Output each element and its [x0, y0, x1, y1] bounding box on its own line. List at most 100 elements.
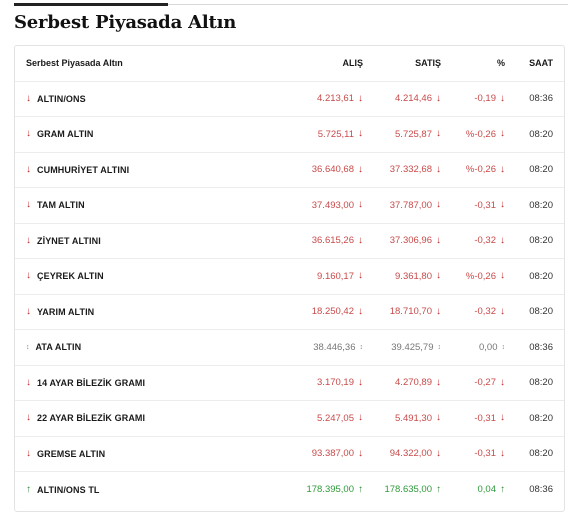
table-row[interactable]: ↓ YARIM ALTIN 18.250,42 ↓ 18.710,70 ↓ -0,32 ↓ 08…	[15, 295, 564, 330]
arrow-down-icon: ↓	[500, 199, 505, 211]
table-row[interactable]: ↓ CUMHURİYET ALTINI 36.640,68 ↓ 37.332,68 ↓ %-…	[15, 153, 564, 188]
satis-value: 18.710,70	[389, 306, 432, 318]
instrument-name: ALTIN/ONS TL	[37, 484, 100, 495]
arrow-flat-icon: ↕	[437, 343, 442, 351]
alis-value: 38.446,36	[313, 341, 356, 353]
table-row[interactable]: ↕ ATA ALTIN 38.446,36 ↕ 39.425,79 ↕ 0,00 ↕ 08:36	[15, 330, 564, 366]
row-name-cell[interactable]: ↕ ATA ALTIN	[26, 330, 81, 365]
table-row[interactable]: ↑ ALTIN/ONS TL 178.395,00 ↑ 178.635,00 ↑ 0,04 ↑…	[15, 472, 564, 508]
arrow-down-icon: ↓	[358, 270, 363, 282]
row-alis-cell: 5.247,05 ↓	[317, 401, 363, 436]
satis-value: 5.725,87	[395, 128, 432, 140]
row-pct-cell: -0,32 ↓	[474, 295, 505, 330]
arrow-down-icon: ↓	[358, 376, 363, 388]
row-saat-cell: 08:20	[529, 437, 553, 472]
arrow-up-icon: ↑	[358, 483, 363, 495]
arrow-down-icon: ↓	[26, 447, 31, 459]
instrument-name: CUMHURİYET ALTINI	[37, 164, 130, 175]
pct-value: -0,32	[474, 306, 496, 318]
arrow-down-icon: ↓	[358, 234, 363, 246]
pct-value: -0,31	[474, 448, 496, 460]
gold-price-table: Serbest Piyasada Altın ALIŞ SATIŞ % SAAT…	[14, 45, 565, 512]
satis-value: 5.491,30	[395, 412, 432, 424]
table-row[interactable]: ↓ 22 AYAR BİLEZİK GRAMI 5.247,05 ↓ 5.491,30 ↓…	[15, 401, 564, 437]
table-row[interactable]: ↓ 14 AYAR BİLEZİK GRAMI 3.170,19 ↓ 4.270,89 ↓…	[15, 366, 564, 401]
row-pct-cell: 0,00 ↕	[479, 330, 505, 365]
alis-value: 178.395,00	[306, 484, 354, 496]
row-alis-cell: 178.395,00 ↑	[306, 472, 363, 508]
arrow-down-icon: ↓	[436, 270, 441, 282]
time-value: 08:20	[529, 235, 553, 247]
row-name-cell[interactable]: ↓ 14 AYAR BİLEZİK GRAMI	[26, 366, 145, 401]
arrow-down-icon: ↓	[436, 199, 441, 211]
arrow-flat-icon: ↕	[501, 343, 506, 351]
row-name-cell[interactable]: ↓ ÇEYREK ALTIN	[26, 259, 104, 294]
row-alis-cell: 37.493,00 ↓	[312, 188, 363, 223]
row-name-cell[interactable]: ↓ TAM ALTIN	[26, 188, 85, 223]
arrow-down-icon: ↓	[26, 234, 31, 246]
pct-value: -0,31	[474, 199, 496, 211]
satis-value: 37.306,96	[389, 235, 432, 247]
row-name-cell[interactable]: ↓ ALTIN/ONS	[26, 82, 86, 117]
page-title: Serbest Piyasada Altın	[14, 12, 237, 33]
row-alis-cell: 93.387,00 ↓	[312, 437, 363, 472]
row-alis-cell: 9.160,17 ↓	[317, 259, 363, 294]
row-alis-cell: 5.725,11 ↓	[318, 117, 363, 152]
table-row[interactable]: ↓ ALTIN/ONS 4.213,61 ↓ 4.214,46 ↓ -0,19 ↓ 08:36	[15, 82, 564, 117]
table-row[interactable]: ↓ ZİYNET ALTINI 36.615,26 ↓ 37.306,96 ↓ -0,32 ↓…	[15, 224, 564, 259]
arrow-down-icon: ↓	[436, 128, 441, 140]
row-name-cell[interactable]: ↓ ZİYNET ALTINI	[26, 224, 101, 259]
row-alis-cell: 38.446,36 ↕	[313, 330, 363, 365]
arrow-down-icon: ↓	[500, 447, 505, 459]
alis-value: 3.170,19	[317, 377, 354, 389]
arrow-down-icon: ↓	[500, 128, 505, 140]
row-saat-cell: 08:20	[529, 401, 553, 436]
row-name-cell[interactable]: ↓ CUMHURİYET ALTINI	[26, 153, 129, 188]
arrow-down-icon: ↓	[26, 376, 31, 388]
alis-value: 36.615,26	[311, 235, 354, 247]
pct-value: %-0,26	[465, 270, 496, 282]
pct-value: -0,32	[474, 235, 496, 247]
row-name-cell[interactable]: ↓ GREMSE ALTIN	[26, 437, 105, 472]
instrument-name: GRAM ALTIN	[37, 129, 94, 140]
arrow-down-icon: ↓	[26, 128, 31, 140]
table-row[interactable]: ↓ GREMSE ALTIN 93.387,00 ↓ 94.322,00 ↓ -0,31 ↓ 0…	[15, 437, 564, 472]
row-saat-cell: 08:20	[529, 259, 553, 294]
table-row[interactable]: ↓ GRAM ALTIN 5.725,11 ↓ 5.725,87 ↓ %-0,26 ↓ 08:2…	[15, 117, 564, 153]
alis-value: 5.247,05	[317, 412, 354, 424]
time-value: 08:20	[529, 306, 553, 318]
arrow-down-icon: ↓	[358, 412, 363, 424]
row-name-cell[interactable]: ↓ GRAM ALTIN	[26, 117, 94, 152]
arrow-down-icon: ↓	[500, 305, 505, 317]
time-value: 08:20	[529, 128, 553, 140]
instrument-name: 22 AYAR BİLEZİK GRAMI	[37, 413, 146, 424]
arrow-down-icon: ↓	[500, 163, 505, 175]
title-divider	[168, 4, 568, 5]
row-pct-cell: 0,04 ↑	[478, 472, 506, 508]
row-name-cell[interactable]: ↓ YARIM ALTIN	[26, 295, 94, 330]
table-row[interactable]: ↓ TAM ALTIN 37.493,00 ↓ 37.787,00 ↓ -0,31 ↓ 08:2…	[15, 188, 564, 224]
arrow-down-icon: ↓	[358, 199, 363, 211]
header-alis: ALIŞ	[342, 58, 363, 69]
arrow-down-icon: ↓	[26, 92, 31, 104]
row-satis-cell: 39.425,79 ↕	[391, 330, 441, 365]
satis-value: 9.361,80	[395, 270, 432, 282]
row-name-cell[interactable]: ↑ ALTIN/ONS TL	[26, 472, 100, 508]
satis-value: 94.322,00	[389, 448, 432, 460]
row-pct-cell: -0,27 ↓	[474, 366, 505, 401]
row-pct-cell: -0,31 ↓	[474, 401, 505, 436]
row-name-cell[interactable]: ↓ 22 AYAR BİLEZİK GRAMI	[26, 401, 145, 436]
pct-value: %-0,26	[465, 128, 496, 140]
alis-value: 18.250,42	[311, 306, 354, 318]
header-saat: SAAT	[529, 58, 553, 69]
row-saat-cell: 08:20	[529, 153, 553, 188]
row-saat-cell: 08:36	[529, 330, 553, 365]
row-saat-cell: 08:20	[529, 366, 553, 401]
header-name: Serbest Piyasada Altın	[26, 58, 123, 69]
time-value: 08:20	[529, 164, 553, 176]
arrow-down-icon: ↓	[436, 447, 441, 459]
row-satis-cell: 5.491,30 ↓	[395, 401, 441, 436]
row-pct-cell: %-0,26 ↓	[466, 259, 505, 294]
table-row[interactable]: ↓ ÇEYREK ALTIN 9.160,17 ↓ 9.361,80 ↓ %-0,26 ↓ 08…	[15, 259, 564, 295]
